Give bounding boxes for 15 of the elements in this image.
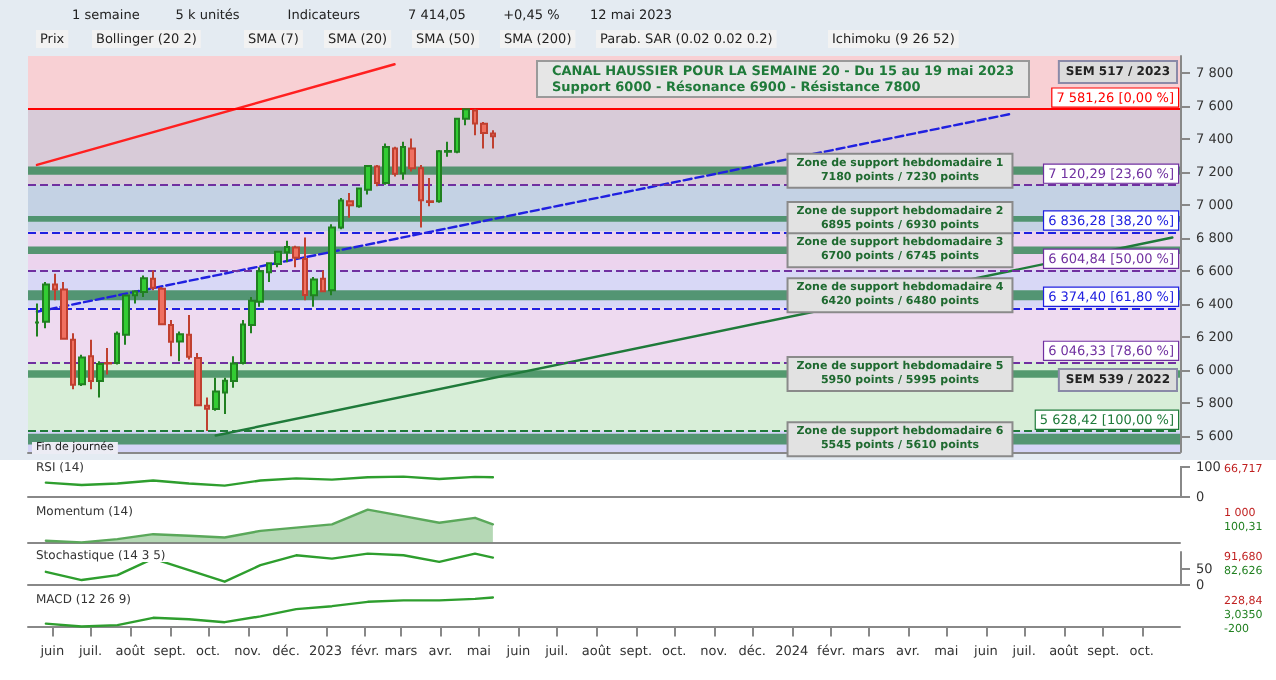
candlestick <box>212 376 220 412</box>
candlestick <box>176 330 184 363</box>
candlestick <box>140 274 148 298</box>
candlestick <box>382 142 390 186</box>
candlestick <box>104 347 112 376</box>
candlestick <box>78 353 86 387</box>
candlestick <box>310 276 318 308</box>
candlestick <box>374 163 380 188</box>
candlestick <box>88 338 94 391</box>
candlestick <box>400 140 406 181</box>
candlestick <box>346 191 354 219</box>
candlestick <box>320 269 326 293</box>
candlestick <box>96 360 104 399</box>
candlestick <box>42 281 50 330</box>
candlestick <box>392 145 398 178</box>
